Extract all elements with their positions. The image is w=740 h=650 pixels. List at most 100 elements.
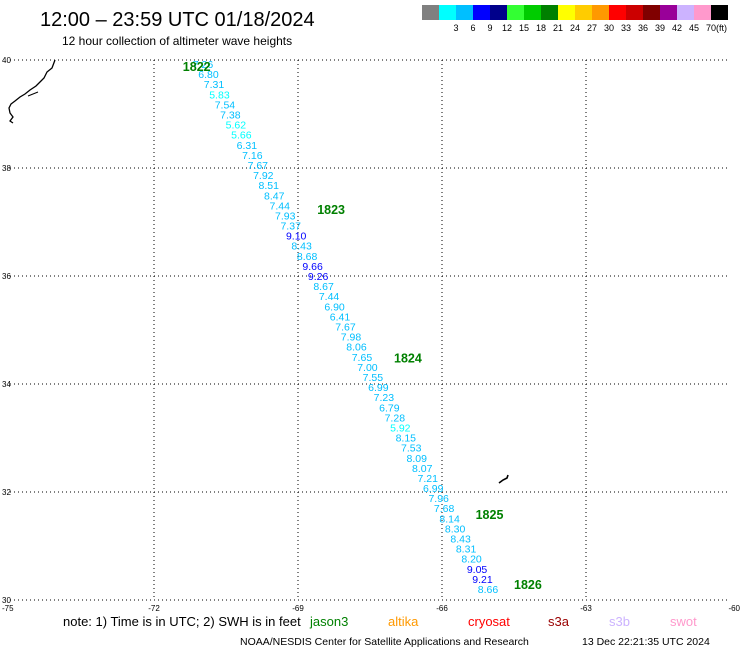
wave-height-value: 6.31 [237, 140, 258, 152]
wave-height-legend: 3 6 9 12 15 18 21 24 27 30 33 36 39 42 45 70 [422, 5, 728, 33]
wave-height-value: 7.93 [275, 210, 296, 222]
wave-height-value: 5.62 [226, 120, 247, 132]
footer-note: note: 1) Time is in UTC; 2) SWH is in fe… [63, 614, 301, 629]
legend-label: 45 [689, 23, 699, 33]
wave-height-value: 9.05 [467, 564, 488, 576]
legend-swatch [626, 5, 643, 20]
legend-label: 42 [672, 23, 682, 33]
wave-height-value: 7.31 [204, 79, 225, 91]
legend-label: 39 [655, 23, 665, 33]
legend-swatch [711, 5, 728, 20]
legend-label: 24 [570, 23, 580, 33]
wave-height-value: 8.68 [297, 251, 318, 263]
wave-height-value: 5.83 [209, 89, 230, 101]
legend-unit: (ft) [716, 23, 727, 33]
wave-height-value: 6.41 [330, 311, 351, 323]
wave-height-value: 7.44 [319, 291, 340, 303]
footer-credit: NOAA/NESDIS Center for Satellite Applica… [240, 636, 529, 648]
wave-height-value: 7.28 [385, 412, 406, 424]
wave-height-value: 7.54 [215, 99, 236, 111]
time-marker-label: 1824 [394, 351, 422, 365]
wave-height-value: 8.30 [445, 523, 466, 535]
wave-height-value: 7.55 [363, 372, 384, 384]
legend-label: 30 [604, 23, 614, 33]
wave-height-value: 7.38 [220, 109, 241, 121]
wave-height-value: 8.43 [291, 241, 312, 253]
legend-swatch [609, 5, 626, 20]
lat-label: 36 [2, 272, 11, 281]
wave-height-value: 7.98 [341, 332, 362, 344]
wave-height-value: 7.21 [417, 473, 438, 485]
lat-label: 38 [2, 164, 11, 173]
time-marker-label: 1822 [183, 60, 211, 74]
wave-height-value: 6.79 [379, 402, 400, 414]
lon-label: -60 [728, 604, 740, 613]
wave-height-value: 6.99 [423, 483, 444, 495]
wave-height-value: 7.67 [248, 160, 269, 172]
legend-label: 3 [453, 23, 458, 33]
bermuda-island [498, 474, 509, 484]
wave-height-value: 5.92 [390, 422, 411, 434]
legend-label: 33 [621, 23, 631, 33]
wave-height-value: 8.07 [412, 463, 433, 475]
legend-swatch [507, 5, 524, 20]
legend-label: 18 [536, 23, 546, 33]
lon-label: -66 [436, 604, 448, 613]
satellite-s3a: s3a [548, 614, 570, 629]
wave-height-value: 7.37 [280, 221, 301, 233]
satellite-list: jason3 altika cryosat s3a s3b swot [309, 614, 697, 629]
wave-height-labels: 7.266.807.315.837.547.385.625.666.317.16… [193, 59, 499, 596]
legend-swatch [422, 5, 439, 20]
legend-swatch [575, 5, 592, 20]
coastline-cape-cod [8, 59, 56, 124]
wave-height-value: 8.31 [456, 544, 477, 556]
legend-swatch [490, 5, 507, 20]
legend-swatch [473, 5, 490, 20]
wave-height-value: 5.66 [231, 130, 252, 142]
lon-label: -75 [2, 604, 14, 613]
footer-timestamp: 13 Dec 22:21:35 UTC 2024 [582, 636, 710, 648]
wave-height-value: 7.53 [401, 443, 422, 455]
time-markers: 1822 1823 1824 1825 1826 [183, 60, 542, 592]
wave-height-value: 9.66 [302, 261, 323, 273]
legend-label: 6 [470, 23, 475, 33]
wave-height-value: 9.21 [472, 574, 493, 586]
wave-height-value: 8.06 [346, 342, 367, 354]
wave-height-value: 7.65 [352, 352, 373, 364]
lat-label: 32 [2, 488, 11, 497]
legend-swatch [456, 5, 473, 20]
legend-swatch [643, 5, 660, 20]
lon-label: -63 [580, 604, 592, 613]
coastline-islands [27, 91, 39, 97]
wave-height-value: 7.92 [253, 170, 274, 182]
wave-height-value: 7.00 [357, 362, 378, 374]
wave-height-value: 6.90 [324, 301, 345, 313]
wave-height-value: 6.80 [198, 69, 219, 81]
satellite-swot: swot [670, 614, 697, 629]
satellite-jason3: jason3 [309, 614, 348, 629]
legend-swatch [694, 5, 711, 20]
map-title: 12:00 – 23:59 UTC 01/18/2024 [40, 9, 315, 31]
legend-label: 70 [706, 23, 716, 33]
lat-label: 30 [2, 596, 11, 605]
wave-height-value: 7.67 [335, 322, 356, 334]
wave-height-value: 8.43 [450, 534, 471, 546]
wave-height-value: 8.66 [478, 584, 499, 596]
wave-height-value: 8.20 [461, 554, 482, 566]
lat-label: 40 [2, 56, 11, 65]
wave-height-value: 9.26 [308, 271, 329, 283]
wave-height-value: 7.26 [193, 59, 214, 71]
legend-label: 9 [487, 23, 492, 33]
legend-label: 15 [519, 23, 529, 33]
legend-label: 12 [502, 23, 512, 33]
wave-height-value: 8.14 [439, 513, 460, 525]
legend-swatch [677, 5, 694, 20]
wave-height-value: 6.99 [368, 382, 389, 394]
legend-swatch [541, 5, 558, 20]
wave-height-value: 9.10 [286, 231, 307, 243]
wave-height-value: 8.47 [264, 190, 285, 202]
legend-label: 27 [587, 23, 597, 33]
legend-label: 36 [638, 23, 648, 33]
wave-height-value: 8.15 [396, 433, 417, 445]
